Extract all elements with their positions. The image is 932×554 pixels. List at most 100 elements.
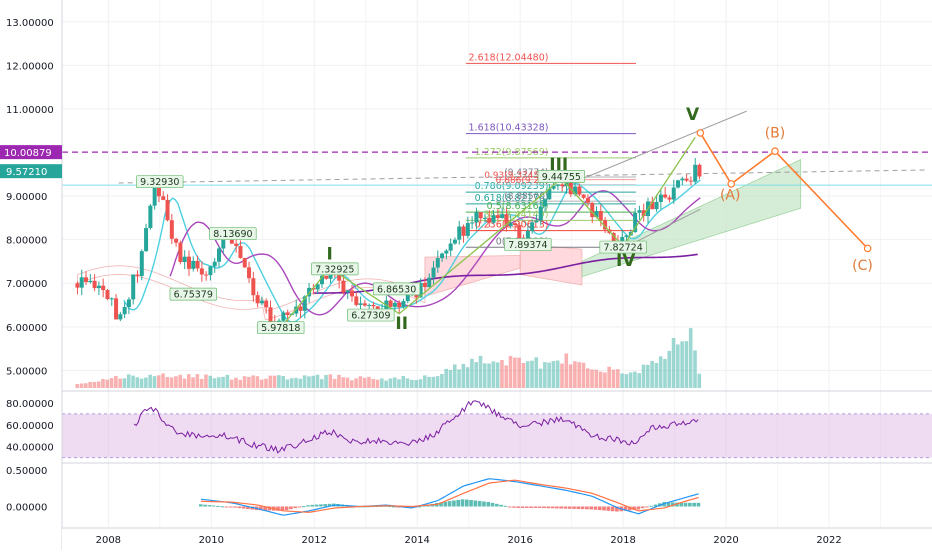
candle-body[interactable] xyxy=(169,220,174,239)
candle-body[interactable] xyxy=(603,220,608,230)
candle-body[interactable] xyxy=(302,296,307,311)
candle-body[interactable] xyxy=(114,298,119,320)
candle-body[interactable] xyxy=(590,202,595,218)
candle-body[interactable] xyxy=(543,199,548,207)
candle-body[interactable] xyxy=(131,274,136,300)
candle-body[interactable] xyxy=(109,298,114,300)
wave-node[interactable] xyxy=(696,129,705,137)
candle-body[interactable] xyxy=(633,212,638,232)
candle-body[interactable] xyxy=(560,184,565,187)
candle-body[interactable] xyxy=(448,243,453,251)
candle-body[interactable] xyxy=(268,307,273,322)
candle-body[interactable] xyxy=(319,275,324,285)
candle-body[interactable] xyxy=(440,253,445,259)
candle-body[interactable] xyxy=(315,284,320,290)
candle-body[interactable] xyxy=(680,178,685,181)
channel-line[interactable] xyxy=(561,110,747,188)
candle-body[interactable] xyxy=(174,238,179,243)
candle-body[interactable] xyxy=(264,300,269,308)
candle-body[interactable] xyxy=(294,306,299,314)
candle-body[interactable] xyxy=(422,282,427,288)
candle-body[interactable] xyxy=(517,225,522,240)
candle-body[interactable] xyxy=(513,223,518,226)
candle-body[interactable] xyxy=(195,260,200,269)
candle-body[interactable] xyxy=(663,194,668,198)
candle-body[interactable] xyxy=(182,256,187,262)
candle-body[interactable] xyxy=(637,210,642,213)
candle-body[interactable] xyxy=(530,222,535,231)
candle-body[interactable] xyxy=(388,300,393,307)
candle-body[interactable] xyxy=(345,290,350,293)
candle-body[interactable] xyxy=(126,299,131,308)
candle-body[interactable] xyxy=(500,214,505,219)
candle-body[interactable] xyxy=(397,302,402,308)
candle-body[interactable] xyxy=(285,312,290,316)
candle-body[interactable] xyxy=(135,274,140,276)
candle-body[interactable] xyxy=(217,248,222,262)
candle-body[interactable] xyxy=(186,256,191,269)
candle-body[interactable] xyxy=(487,217,492,223)
candle-body[interactable] xyxy=(242,258,247,268)
candle-body[interactable] xyxy=(281,312,286,321)
candle-body[interactable] xyxy=(641,210,646,217)
candle-body[interactable] xyxy=(324,275,329,279)
candle-body[interactable] xyxy=(354,296,359,305)
candle-body[interactable] xyxy=(221,235,226,249)
candle-body[interactable] xyxy=(577,186,582,195)
candle-body[interactable] xyxy=(371,304,376,307)
candle-body[interactable] xyxy=(688,180,693,182)
elliott-wave-path[interactable] xyxy=(282,136,696,326)
candle-body[interactable] xyxy=(598,210,603,221)
candle-body[interactable] xyxy=(298,306,303,311)
candle-body[interactable] xyxy=(161,196,166,200)
candle-body[interactable] xyxy=(79,277,84,288)
candle-body[interactable] xyxy=(465,223,470,236)
candle-body[interactable] xyxy=(238,245,243,259)
candle-body[interactable] xyxy=(581,194,586,198)
candle-body[interactable] xyxy=(504,214,509,227)
candle-body[interactable] xyxy=(508,223,513,227)
candle-body[interactable] xyxy=(671,187,676,200)
candle-body[interactable] xyxy=(585,197,590,203)
candle-body[interactable] xyxy=(362,303,367,306)
candle-body[interactable] xyxy=(405,290,410,302)
candle-body[interactable] xyxy=(418,282,423,298)
candle-body[interactable] xyxy=(470,222,475,224)
time-axis[interactable] xyxy=(62,529,932,550)
candle-body[interactable] xyxy=(684,178,689,181)
candle-body[interactable] xyxy=(255,295,260,304)
candle-body[interactable] xyxy=(654,201,659,210)
candle-body[interactable] xyxy=(122,307,127,315)
candle-body[interactable] xyxy=(350,290,354,297)
candle-body[interactable] xyxy=(435,258,440,268)
candle-body[interactable] xyxy=(482,217,487,219)
candle-body[interactable] xyxy=(337,274,342,281)
candle-body[interactable] xyxy=(96,285,101,289)
candle-body[interactable] xyxy=(573,186,578,195)
candle-body[interactable] xyxy=(178,242,183,262)
candle-body[interactable] xyxy=(461,226,466,236)
abc-correction-path[interactable] xyxy=(699,132,869,249)
candle-body[interactable] xyxy=(234,243,239,246)
candle-body[interactable] xyxy=(156,182,161,197)
candle-body[interactable] xyxy=(212,261,217,267)
candle-body[interactable] xyxy=(444,250,449,254)
candle-body[interactable] xyxy=(341,280,346,293)
candle-body[interactable] xyxy=(75,283,80,288)
candle-body[interactable] xyxy=(624,235,629,238)
candle-body[interactable] xyxy=(431,267,436,278)
candle-body[interactable] xyxy=(105,290,110,299)
candle-body[interactable] xyxy=(247,267,252,279)
candle-body[interactable] xyxy=(204,274,209,276)
candle-body[interactable] xyxy=(191,260,196,269)
candle-body[interactable] xyxy=(118,314,123,320)
candle-body[interactable] xyxy=(401,301,406,308)
candle-body[interactable] xyxy=(478,212,483,219)
candle-body[interactable] xyxy=(427,277,432,288)
wave-node[interactable] xyxy=(727,180,736,188)
candle-body[interactable] xyxy=(148,205,153,229)
candle-body[interactable] xyxy=(697,164,702,177)
candle-body[interactable] xyxy=(358,303,363,305)
candle-body[interactable] xyxy=(491,215,496,223)
